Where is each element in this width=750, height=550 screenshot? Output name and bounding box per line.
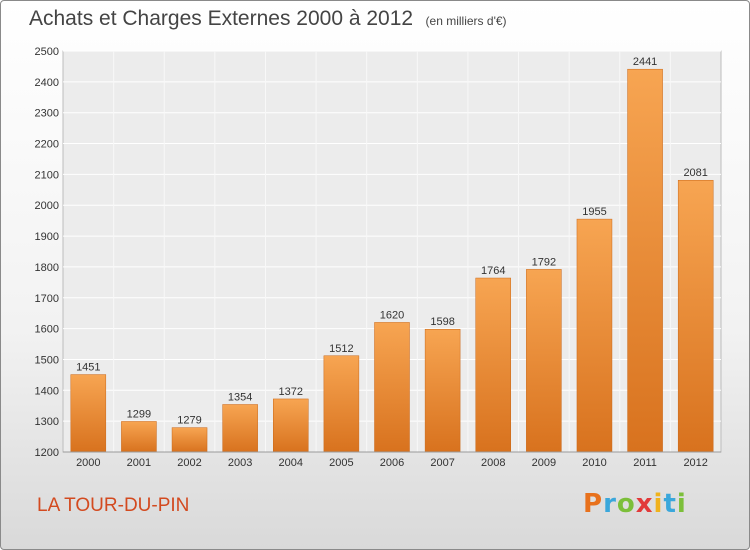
bar-2004 [273,398,309,453]
commune-name: LA TOUR-DU-PIN [37,495,190,516]
data-label: 1354 [228,391,252,403]
data-label: 2081 [683,167,707,179]
data-label: 1598 [430,316,454,328]
bar-2010 [576,218,613,453]
proxiti-logo: Proxiti [583,489,687,519]
bar-2006 [374,322,410,453]
data-label: 1451 [76,362,100,374]
data-label: 1279 [177,415,201,427]
data-label: 2441 [633,56,657,68]
title-row: Achats et Charges Externes 2000 à 2012 (… [29,7,507,31]
bar-2007 [424,328,461,453]
x-tick-label: 2012 [683,457,707,469]
y-tick-label: 1700 [35,293,59,305]
bar-2008 [475,277,511,453]
data-label: 1372 [279,386,303,398]
y-tick-label: 2300 [35,108,59,120]
data-label: 1299 [127,408,151,420]
x-tick-label: 2010 [582,457,606,469]
y-tick-label: 1800 [35,262,59,274]
x-tick-label: 2009 [532,457,556,469]
data-label: 1764 [481,265,505,277]
x-tick-label: 2004 [279,457,303,469]
y-tick-label: 2100 [35,169,59,181]
y-tick-label: 1200 [35,447,59,459]
bar-2005 [323,355,360,453]
y-tick-label: 1600 [35,324,59,336]
x-tick-label: 2002 [177,457,201,469]
x-tick-label: 2001 [127,457,151,469]
chart-subtitle: (en milliers d'€) [425,14,507,28]
bar-2003 [222,404,258,453]
x-tick-label: 2003 [228,457,252,469]
x-tick-label: 2007 [430,457,454,469]
x-tick-label: 2011 [633,457,657,469]
x-tick-label: 2000 [76,457,100,469]
bar-2000 [70,374,107,453]
bar-2012 [677,179,714,453]
chart-title: Achats et Charges Externes 2000 à 2012 [29,7,414,30]
data-label: 1955 [582,206,606,218]
data-label: 1792 [532,256,556,268]
data-label: 1512 [329,343,353,355]
y-tick-label: 2200 [35,139,59,151]
y-tick-label: 2000 [35,200,59,212]
bar-2002 [171,427,208,453]
x-tick-label: 2008 [481,457,505,469]
bar-2009 [526,269,562,453]
bar-2001 [121,421,157,453]
y-tick-label: 1500 [35,354,59,366]
y-tick-label: 1900 [35,231,59,243]
bar-2011 [627,68,663,453]
data-label: 1620 [380,309,404,321]
x-tick-label: 2006 [380,457,404,469]
y-tick-label: 2500 [35,46,59,58]
y-tick-label: 1300 [35,416,59,428]
y-tick-label: 1400 [35,385,59,397]
x-tick-label: 2005 [329,457,353,469]
y-tick-label: 2400 [35,77,59,89]
